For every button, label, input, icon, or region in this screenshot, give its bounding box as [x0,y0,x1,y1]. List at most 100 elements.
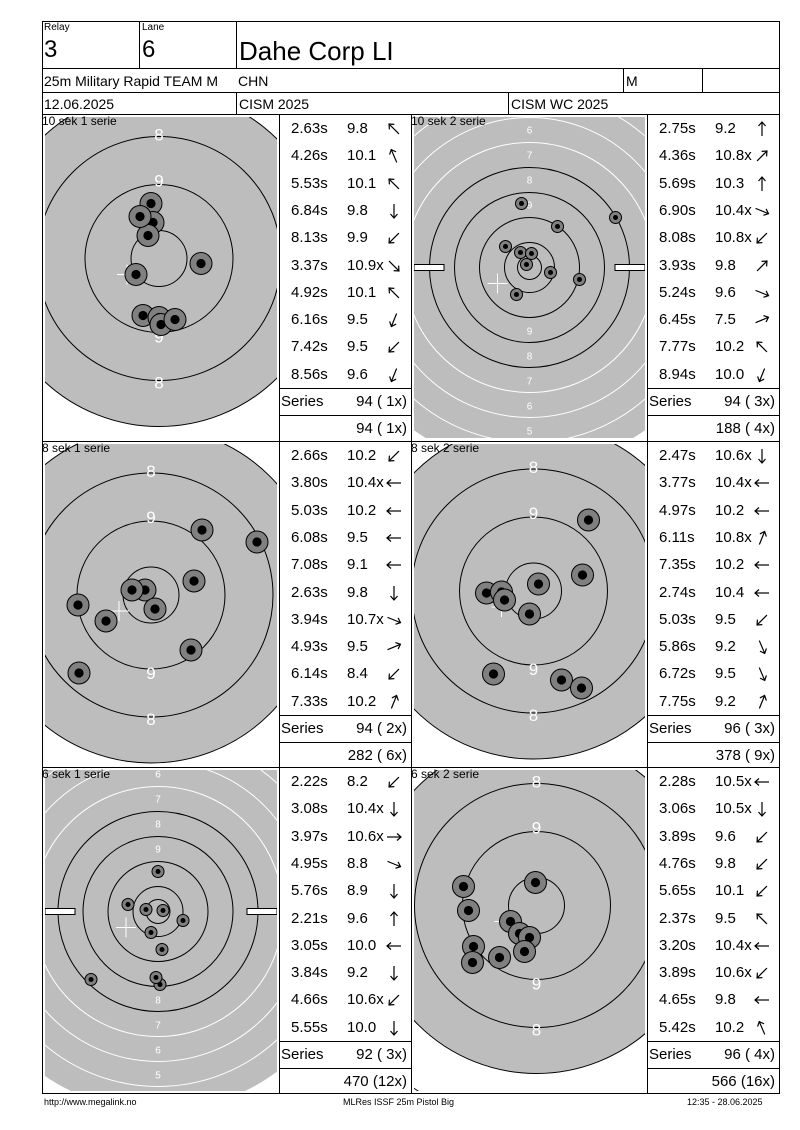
header-divider [236,21,237,68]
shot-score: 9.1 [347,556,368,574]
direction-arrow-icon [755,289,770,298]
shot-row: 7.42s 9.5 [279,333,411,360]
shot-row: 2.74s 10.4 [647,579,779,606]
shot-score: 9.2 [347,964,368,982]
shot-row: 7.35s 10.2 [647,551,779,578]
direction-arrow-icon [758,530,767,545]
shot-row: 6.11s 10.8x [647,524,779,551]
footer-software: MLRes ISSF 25m Pistol Big [343,1097,455,1107]
direction-arrow-icon [755,315,770,324]
shot-row: 6.14s 8.4 [279,660,411,687]
ring-number: 8 [146,710,155,729]
direction-arrow-icon [390,694,399,709]
shot-score: 10.7x [347,610,384,628]
shot-row: 7.77s 10.2 [647,333,779,360]
shot-row: 2.75s 9.2 [647,115,779,142]
shot-time: 6.08s [291,528,328,546]
shot-row: 2.66s 10.2 [279,442,411,469]
target-image: 8 9 9 8 [45,444,277,764]
direction-arrow-icon [387,832,402,841]
shot-score: 9.5 [347,338,368,356]
target-image: 5678998765 [414,117,645,438]
shot-score: 8.2 [347,773,368,790]
shot-score: 10.6x [715,964,752,982]
shot-score: 10.4x [715,474,752,492]
shot-time: 2.22s [291,773,328,790]
direction-arrow-icon [390,802,398,818]
direction-arrow-icon [756,150,768,162]
event-name: 25m Military Rapid TEAM M [44,73,219,89]
shot-score: 9.6 [715,827,736,845]
shot-time: 5.69s [659,174,696,192]
shot-hole [544,266,557,279]
series-divider [279,742,411,743]
shot-hole [457,899,480,922]
ring-number: 9 [529,660,538,679]
header-divider [702,68,703,92]
shot-time: 4.95s [291,854,328,872]
shot-time: 7.35s [659,556,696,574]
shot-score: 10.2 [715,1018,745,1036]
shot-hole [151,865,165,878]
shot-score: 10.4x [347,800,384,818]
shot-score: 10.6x [715,447,752,464]
shot-time: 6.45s [659,311,696,329]
shot-time: 6.11s [659,528,695,546]
gender: M [626,73,638,89]
footer-url: http://www.megalink.no [44,1097,137,1107]
direction-arrow-icon [758,175,766,191]
shot-row: 3.97s 10.6x [279,823,411,850]
shot-row: 4.95s 8.8 [279,850,411,877]
shot-score: 9.2 [715,638,736,656]
shot-time: 3.37s [291,256,328,274]
header-divider [623,68,624,92]
shot-score: 10.5x [715,773,752,790]
direction-arrow-icon [386,533,401,542]
panel-divider [647,114,648,1094]
shot-hole [163,308,187,331]
shot-time: 5.86s [659,638,696,656]
shot-score: 10.2 [715,501,745,519]
direction-arrow-icon [388,776,400,788]
shot-time: 3.89s [659,964,696,982]
direction-arrow-icon [754,996,769,1005]
shot-time: 6.90s [659,201,696,219]
target-panel: 8 9 9 8 [43,442,279,766]
shot-score: 9.9 [347,229,368,247]
shot-score: 10.2 [347,501,377,519]
shot-hole [136,224,160,247]
shot-time: 8.08s [659,229,696,247]
shot-row: 3.37s 10.9x [279,252,411,279]
shot-hole [493,588,516,612]
shot-hole [84,973,98,986]
shot-score: 10.9x [347,256,384,274]
series-label: Series [281,1046,324,1063]
shot-score: 10.2 [715,338,745,356]
shot-score: 10.6x [347,991,384,1009]
shot-hole [149,971,163,984]
direction-arrow-icon [755,207,770,216]
series-row: Series 96 ( 3x) [647,715,779,742]
shot-hole [488,946,511,969]
shot-score: 9.5 [347,311,368,329]
shot-hole [515,197,528,210]
shot-row: 8.56s 9.6 [279,361,411,388]
shot-row: 3.20s 10.4x [647,932,779,959]
shot-row: 7.75s 9.2 [647,688,779,715]
running-total-row: 188 ( 4x) [647,415,779,442]
direction-arrow-icon [754,506,769,515]
ring-number: 9 [529,504,538,523]
shot-row: 2.21s 9.6 [279,905,411,932]
shot-score: 10.3 [715,174,745,192]
shot-row: 5.03s 9.5 [647,606,779,633]
direction-arrow-icon [387,642,402,651]
shot-hole [550,668,573,692]
series-label: Series [649,393,692,410]
ring-number: 7 [155,795,161,806]
shot-score: 9.8 [347,120,368,137]
shot-time: 3.94s [291,610,328,628]
shot-row: 2.37s 9.5 [647,905,779,932]
shot-hole [120,578,144,602]
header-divider [42,68,780,69]
series-divider [647,415,780,416]
